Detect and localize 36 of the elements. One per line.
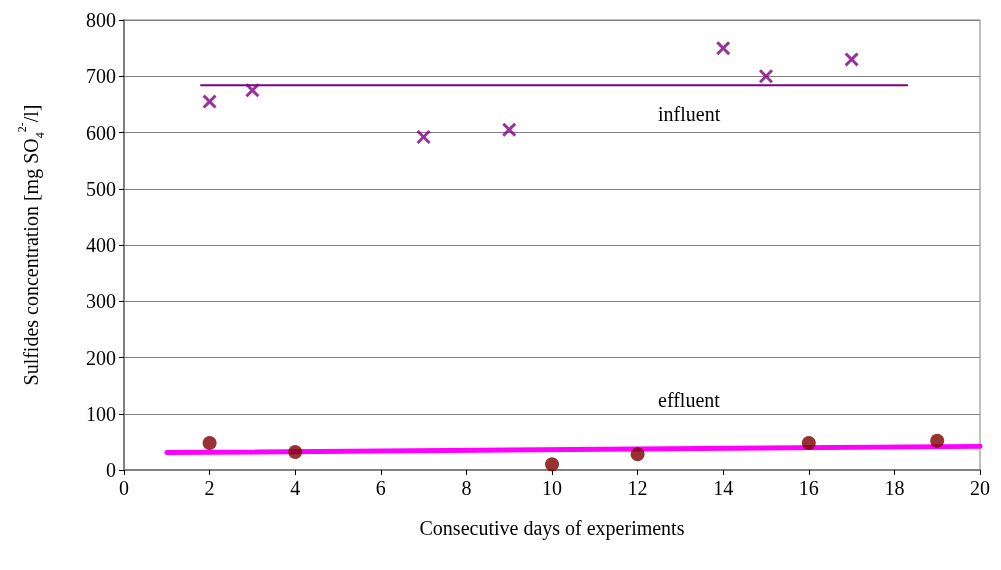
x-tick-label: 2 [204,477,215,499]
point [801,436,816,450]
y-tick-label: 400 [86,234,116,256]
annotation: effluent [658,389,721,411]
x-tick-label: 6 [375,477,386,499]
y-tick-label: 500 [86,177,116,200]
point [202,94,217,109]
point [844,52,859,67]
point [545,457,559,472]
x-tick-label: 8 [461,477,472,499]
x-tick-label: 16 [798,477,819,499]
x-tick-label: 14 [713,477,734,499]
point [202,436,217,450]
point [930,433,945,448]
y-tick-label: 200 [86,346,116,369]
y-tick-label: 0 [106,459,116,481]
y-axis-title: Sulfides concentration [mg SO42-/l] [15,104,47,386]
point [759,69,773,84]
x-tick-label: 10 [542,477,562,499]
x-tick-label: 20 [970,477,990,499]
y-tick-label: 300 [86,290,116,313]
point [288,445,303,459]
point [716,41,731,56]
y-tick-label: 700 [86,65,116,88]
x-axis-title: Consecutive days of experiments [419,517,685,540]
point [630,447,645,462]
x-tick-label: 18 [884,477,905,499]
point [245,83,260,98]
x-tick-label: 12 [627,477,648,499]
point [416,130,431,144]
annotation: influent [658,103,721,125]
point [502,122,517,137]
y-tick-label: 600 [86,121,116,144]
y-tick-label: 800 [86,9,116,31]
x-tick-label: 4 [290,477,301,499]
y-tick-label: 100 [86,402,116,425]
